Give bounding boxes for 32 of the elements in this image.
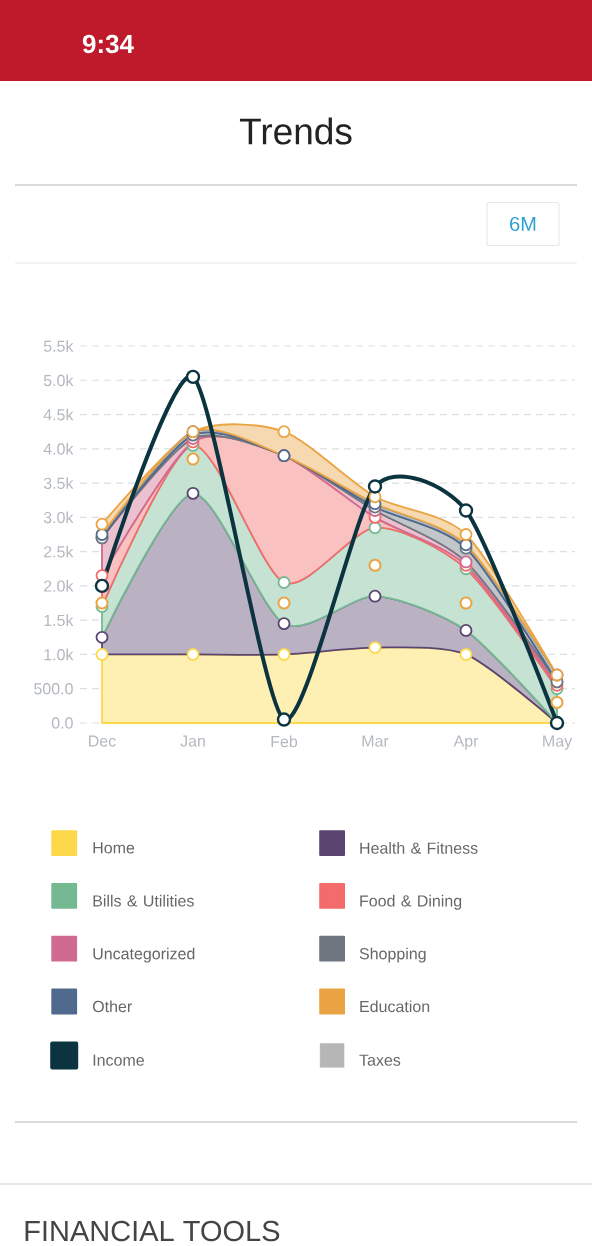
y-tick-label: 3.0k	[43, 511, 74, 524]
legend-label: Shopping	[359, 947, 426, 963]
legend-label: Taxes	[359, 1054, 401, 1066]
x-tick-label: Jan	[180, 735, 205, 747]
y-tick-label: 0.0	[51, 717, 73, 729]
y-tick-label: 5.5k	[43, 340, 74, 352]
x-tick-label: Mar	[362, 735, 389, 747]
legend-label: Other	[92, 1000, 132, 1013]
text: FINANCIAL TOOLS	[25, 1220, 280, 1242]
y-tick-label: 2.0k	[44, 580, 74, 592]
text: 9:34	[82, 34, 134, 54]
x-tick-label: Feb	[271, 735, 298, 748]
x-tick-label: May	[543, 735, 573, 750]
x-tick-label: Apr	[453, 735, 479, 750]
legend-label: Bills & Utilities	[93, 894, 194, 907]
y-tick-label: 500.0	[34, 683, 73, 695]
chart-title: Trends	[239, 117, 352, 145]
y-tick-label: 1.0k	[44, 648, 74, 661]
text: 6M	[510, 216, 536, 232]
y-tick-label: 3.5k	[43, 477, 74, 489]
legend-label: Uncategorized	[93, 947, 195, 963]
legend-label: Health & Fitness	[360, 842, 478, 854]
legend-label: Home	[93, 842, 135, 854]
legend-label: Education	[360, 1000, 430, 1013]
y-tick-label: 4.0k	[43, 442, 74, 455]
legend-label: Income	[93, 1054, 144, 1066]
legend-label: Food & Dining	[360, 894, 462, 910]
y-tick-label: 4.5k	[43, 408, 74, 421]
y-tick-label: 5.0k	[43, 374, 74, 387]
y-tick-label: 1.5k	[44, 614, 74, 627]
y-tick-label: 2.5k	[44, 545, 74, 558]
x-tick-label: Dec	[89, 735, 116, 747]
